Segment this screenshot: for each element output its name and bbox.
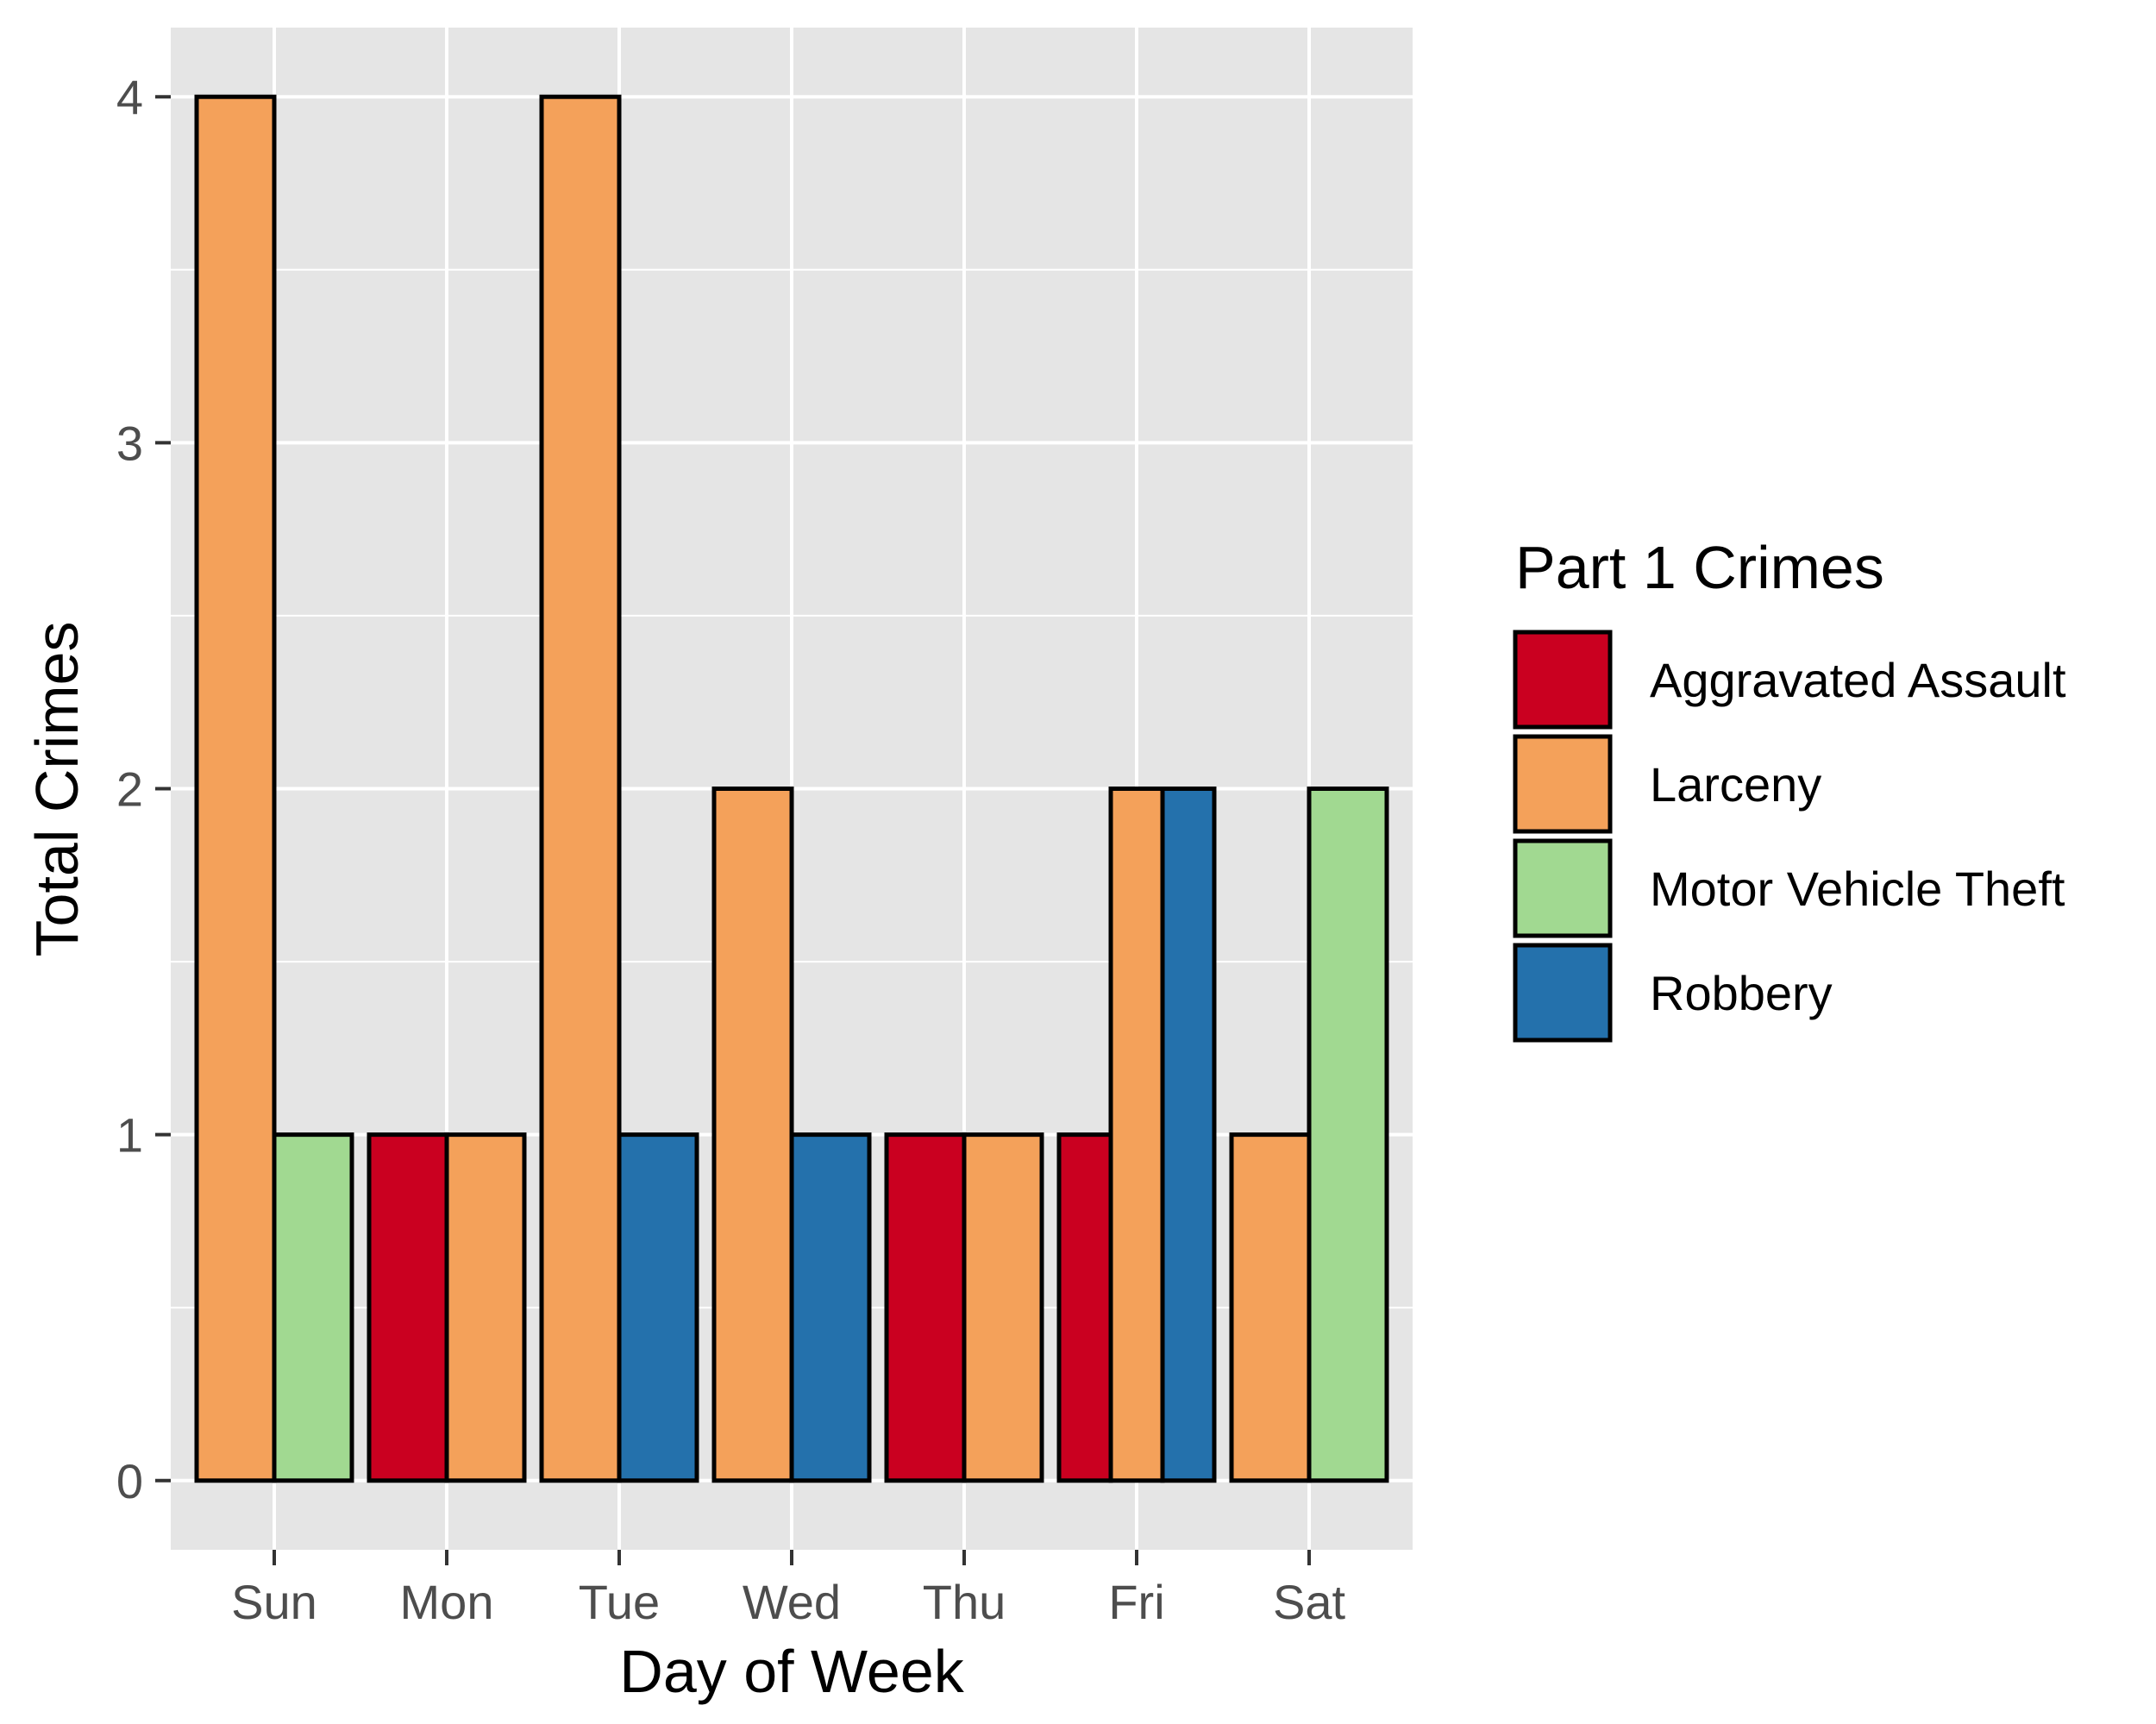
legend-key [1513, 838, 1613, 938]
x-tick-label: Fri [1108, 1575, 1164, 1629]
legend-title: Part 1 Crimes [1515, 534, 1884, 601]
x-tick-label: Sun [231, 1575, 317, 1629]
bar [617, 1132, 699, 1483]
bar [1307, 787, 1389, 1483]
y-tick-label: 0 [116, 1454, 143, 1508]
bar [1160, 787, 1217, 1483]
bar [711, 787, 794, 1483]
x-tick-label: Wed [743, 1575, 841, 1629]
bar [884, 1132, 967, 1483]
bars [194, 94, 1389, 1483]
y-tick-label: 3 [116, 416, 143, 470]
bar [962, 1132, 1044, 1483]
legend: Part 1 Crimes Aggravated Assault Larceny M… [1513, 534, 2066, 1043]
bar [1056, 1132, 1113, 1483]
legend-key [1513, 630, 1613, 730]
bar [272, 1132, 354, 1483]
bar [539, 94, 622, 1483]
y-tick-label: 4 [116, 70, 143, 124]
x-tick-label: Sat [1273, 1575, 1345, 1629]
y-tick-label: 1 [116, 1108, 143, 1163]
legend-label: Larceny [1650, 757, 1821, 812]
bar [1108, 787, 1165, 1483]
bar [789, 1132, 872, 1483]
x-axis-title: Day of Week [619, 1638, 964, 1705]
bar [1229, 1132, 1312, 1483]
legend-key [1513, 943, 1613, 1043]
legend-label: Robbery [1650, 966, 1833, 1020]
legend-key [1513, 734, 1613, 834]
y-axis: 0 1 2 3 4 [116, 70, 171, 1508]
legend-label: Motor Vehicle Theft [1650, 862, 2065, 916]
x-tick-label: Tue [579, 1575, 660, 1629]
x-tick-label: Thu [923, 1575, 1006, 1629]
bar [367, 1132, 449, 1483]
y-axis-title: Total Crimes [23, 622, 91, 957]
x-axis: Sun Mon Tue Wed Thu Fri Sat [231, 1550, 1345, 1629]
x-tick-label: Mon [400, 1575, 494, 1629]
bar [194, 94, 277, 1483]
legend-label: Aggravated Assault [1650, 653, 2066, 707]
bar [444, 1132, 527, 1483]
y-tick-label: 2 [116, 762, 143, 817]
